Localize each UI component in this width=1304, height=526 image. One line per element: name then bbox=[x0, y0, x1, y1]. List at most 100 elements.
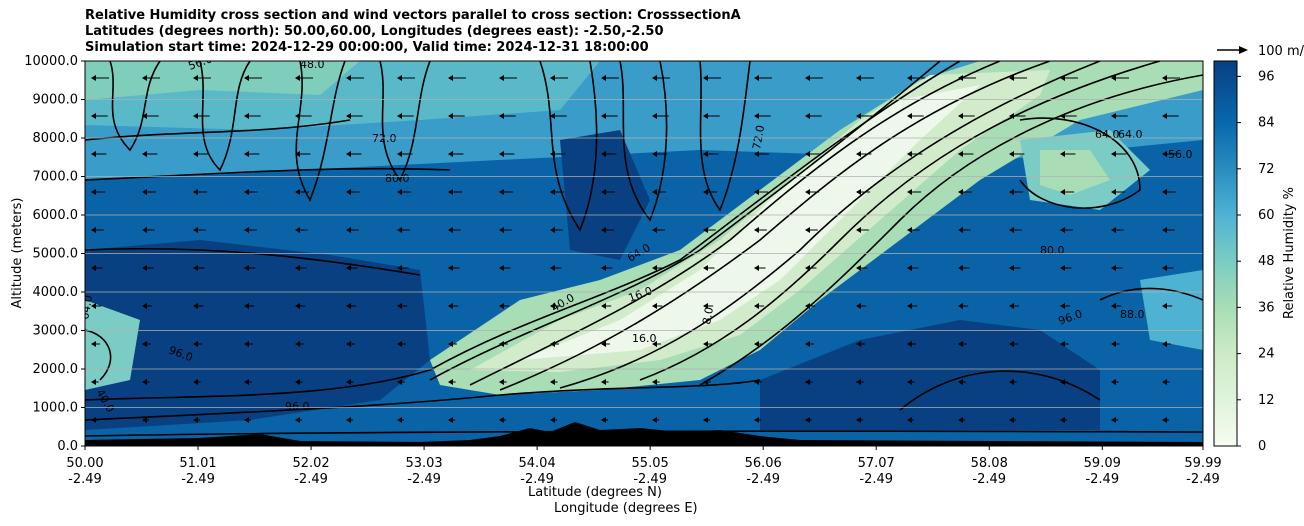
wind-arrow bbox=[958, 151, 974, 157]
wind-arrow bbox=[856, 227, 869, 233]
wind-arrow bbox=[244, 151, 260, 157]
y-gridlines bbox=[85, 99, 1203, 408]
wind-arrow bbox=[601, 303, 612, 309]
wind-arrow bbox=[91, 227, 104, 233]
colorbar-tick-label: 60 bbox=[1258, 208, 1275, 223]
wind-arrow bbox=[1009, 417, 1016, 423]
wind-arrow bbox=[550, 189, 565, 195]
wind-arrow bbox=[703, 379, 711, 385]
wind-arrow bbox=[397, 189, 412, 195]
wind-arrow bbox=[448, 75, 466, 81]
wind-arrow bbox=[754, 379, 762, 385]
y-tick-label: 9000.0 bbox=[33, 93, 79, 108]
wind-arrow bbox=[1060, 189, 1075, 195]
wind-arrow bbox=[397, 417, 404, 423]
wind-arrow bbox=[550, 265, 562, 271]
wind-arrow bbox=[703, 189, 718, 195]
wind-arrow bbox=[652, 341, 661, 347]
svg-text:56.0: 56.0 bbox=[187, 52, 214, 73]
wind-arrow bbox=[652, 417, 659, 423]
wind-arrow bbox=[1111, 417, 1118, 423]
wind-arrow bbox=[244, 265, 256, 271]
wind-arrow bbox=[601, 151, 617, 157]
wind-arrow bbox=[805, 227, 818, 233]
wind-arrow bbox=[1009, 113, 1026, 119]
wind-arrow bbox=[346, 265, 358, 271]
wind-arrow bbox=[448, 227, 461, 233]
wind-arrow bbox=[244, 227, 257, 233]
wind-arrow bbox=[397, 265, 409, 271]
wind-arrow bbox=[295, 75, 313, 81]
wind-arrow bbox=[346, 227, 359, 233]
humidity-field: 56.0 48.0 72.0 80.0 96.0 96.0 16.0 16.0 … bbox=[78, 52, 1203, 446]
wind-arrow bbox=[550, 417, 557, 423]
x-tick-label-lat: 56.06 bbox=[745, 456, 782, 471]
wind-arrow bbox=[601, 417, 608, 423]
svg-text:64.0: 64.0 bbox=[78, 294, 95, 320]
wind-arrow bbox=[550, 379, 558, 385]
wind-arrow bbox=[397, 379, 405, 385]
x-tick-label-lon: -2.49 bbox=[633, 472, 667, 487]
wind-arrow bbox=[1162, 417, 1169, 423]
y-tick-label: 7000.0 bbox=[33, 170, 79, 185]
svg-text:64.0: 64.0 bbox=[1118, 128, 1143, 141]
wind-arrow bbox=[958, 417, 965, 423]
wind-arrow bbox=[499, 417, 506, 423]
svg-text:96.0: 96.0 bbox=[285, 400, 310, 413]
wind-arrow bbox=[1060, 379, 1068, 385]
wind-arrow bbox=[958, 75, 976, 81]
svg-text:88.0: 88.0 bbox=[1120, 308, 1145, 321]
wind-arrow bbox=[805, 417, 812, 423]
quiver-key-label: 100 m/s bbox=[1258, 44, 1304, 59]
wind-arrow bbox=[142, 379, 150, 385]
wind-arrow bbox=[1009, 151, 1025, 157]
wind-arrow bbox=[1009, 379, 1017, 385]
wind-arrow bbox=[907, 303, 918, 309]
title-line-2: Latitudes (degrees north): 50.00,60.00, … bbox=[85, 24, 664, 39]
wind-arrow bbox=[1060, 417, 1067, 423]
wind-arrow bbox=[550, 227, 563, 233]
wind-arrow bbox=[907, 227, 920, 233]
x-tick-label-lat: 58.08 bbox=[971, 456, 1008, 471]
wind-arrow bbox=[448, 189, 463, 195]
wind-arrow bbox=[652, 265, 664, 271]
wind-arrow bbox=[244, 417, 251, 423]
x-tick-label-lon: -2.49 bbox=[1085, 472, 1119, 487]
wind-arrow bbox=[397, 75, 415, 81]
x-tick-label-lon: -2.49 bbox=[859, 472, 893, 487]
colorbar-tick-label: 48 bbox=[1258, 254, 1275, 269]
wind-arrow bbox=[295, 265, 307, 271]
wind-arrow bbox=[652, 379, 660, 385]
wind-arrow bbox=[142, 417, 149, 423]
wind-arrow bbox=[958, 303, 969, 309]
wind-arrow bbox=[1111, 265, 1123, 271]
wind-arrow bbox=[1060, 151, 1076, 157]
wind-arrow bbox=[703, 341, 712, 347]
x-axis-label-lat: Latitude (degrees N) bbox=[528, 485, 662, 500]
wind-arrow bbox=[193, 265, 205, 271]
wind-arrow bbox=[601, 265, 613, 271]
svg-text:48.0: 48.0 bbox=[300, 58, 325, 71]
wind-arrow bbox=[244, 189, 259, 195]
wind-arrow bbox=[754, 303, 765, 309]
wind-arrow bbox=[244, 113, 261, 119]
wind-arrow bbox=[346, 341, 355, 347]
wind-arrow bbox=[91, 303, 102, 309]
wind-arrow bbox=[244, 341, 253, 347]
x-tick-label-lon: -2.49 bbox=[746, 472, 780, 487]
y-tick-label: 5000.0 bbox=[33, 247, 79, 262]
wind-arrow bbox=[754, 151, 770, 157]
chart-title: Relative Humidity cross section and wind… bbox=[85, 8, 741, 56]
wind-arrow bbox=[1162, 151, 1178, 157]
wind-arrow bbox=[142, 189, 157, 195]
svg-text:72.0: 72.0 bbox=[750, 124, 767, 150]
x-tick-label-lat: 50.00 bbox=[66, 456, 103, 471]
wind-arrow bbox=[958, 341, 967, 347]
wind-arrow bbox=[193, 417, 200, 423]
wind-arrow bbox=[958, 189, 973, 195]
svg-text:64.0: 64.0 bbox=[1095, 128, 1120, 141]
wind-arrow bbox=[346, 303, 357, 309]
wind-arrow bbox=[856, 341, 865, 347]
wind-arrow bbox=[958, 379, 966, 385]
wind-arrow bbox=[193, 379, 201, 385]
